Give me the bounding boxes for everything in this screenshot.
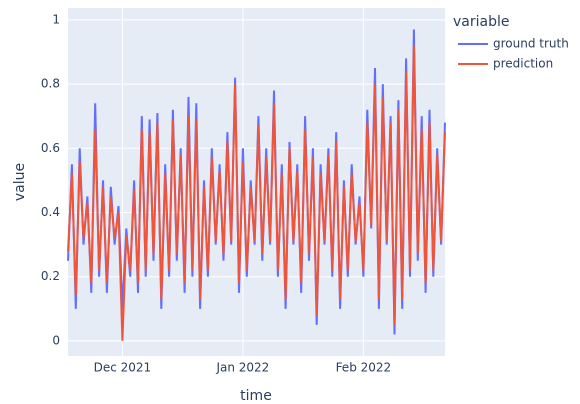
- x-tick-label: Dec 2021: [94, 361, 152, 375]
- y-tick-label: 0.6: [41, 141, 60, 155]
- legend-label: ground truth: [493, 37, 569, 51]
- y-axis-label: value: [12, 163, 28, 201]
- y-tick-label: 0.8: [41, 77, 60, 91]
- x-tick-label: Feb 2022: [336, 361, 392, 375]
- y-tick-label: 0.2: [41, 269, 60, 283]
- y-tick-label: 0: [52, 333, 60, 347]
- y-tick-label: 1: [52, 12, 60, 26]
- x-axis-label: time: [240, 388, 272, 404]
- x-tick-label: Jan 2022: [215, 361, 269, 375]
- legend-label: prediction: [493, 57, 553, 71]
- series-line: [67, 45, 446, 341]
- legend-title: variable: [453, 14, 509, 30]
- y-tick-label: 0.4: [41, 205, 60, 219]
